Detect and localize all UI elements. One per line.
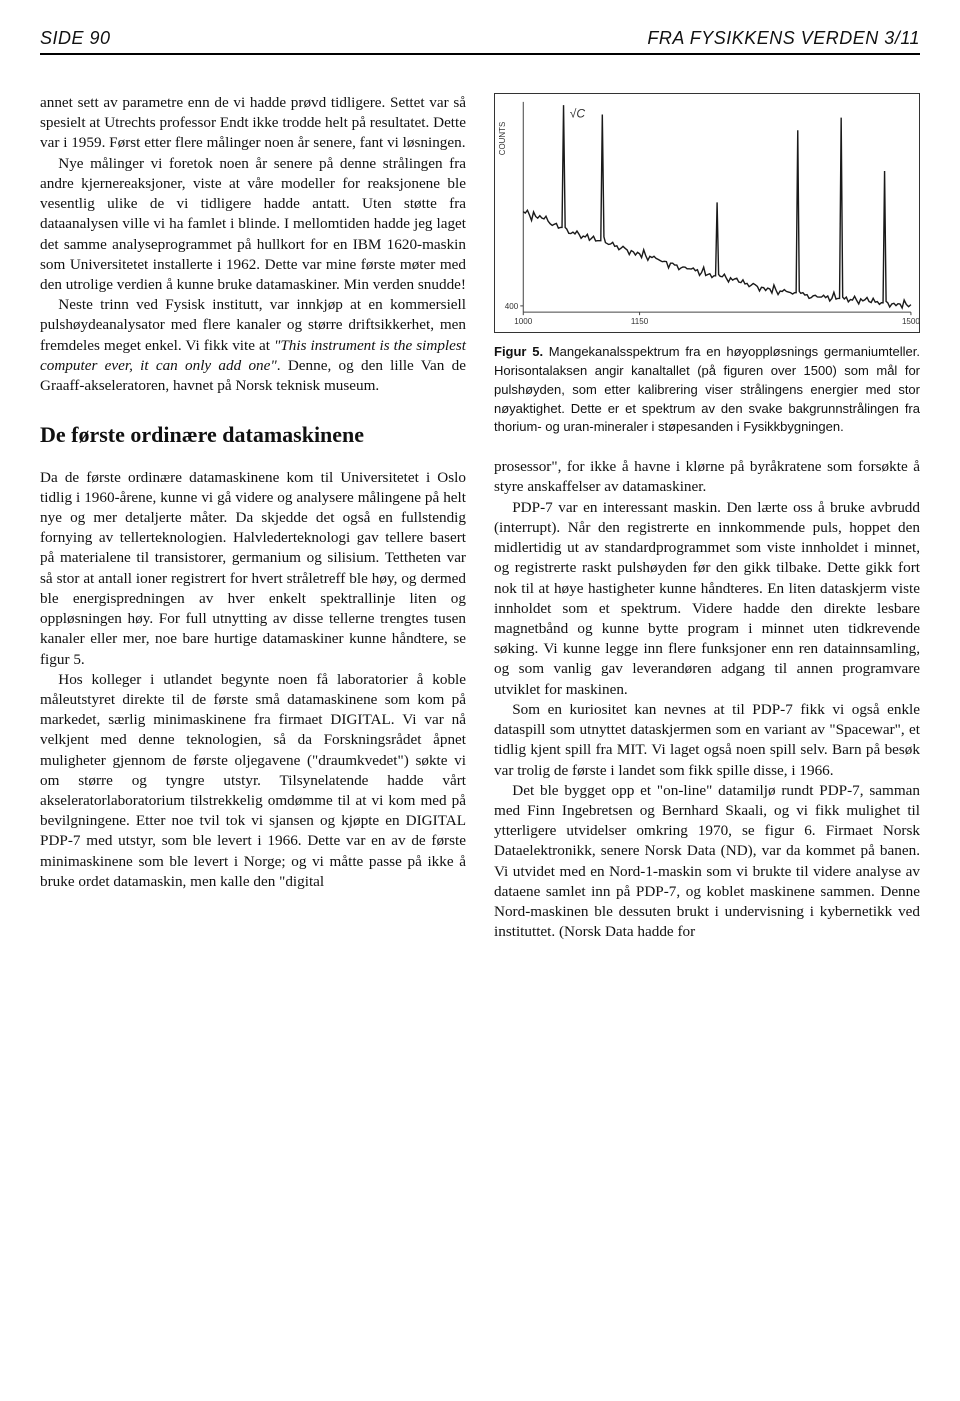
left-column: annet sett av parametre enn de vi hadde … — [40, 93, 466, 942]
section-heading: De første ordinære datamaskinene — [40, 420, 466, 449]
figure-5: COUNTS 400 1000 1150 1500 √C Figur 5. Mangeka… — [494, 93, 920, 437]
para-1: annet sett av parametre enn de vi hadde … — [40, 93, 466, 154]
para-2: Nye målinger vi foretok noen år senere p… — [40, 154, 466, 296]
figure-5-caption: Figur 5. Mangekanalsspektrum fra en høyo… — [494, 343, 920, 437]
spectrum-chart: COUNTS 400 1000 1150 1500 √C — [494, 93, 920, 333]
right-column: COUNTS 400 1000 1150 1500 √C Figur 5. Mangeka… — [494, 93, 920, 942]
svg-text:√C: √C — [570, 107, 586, 121]
para-r3: Som en kuriositet kan nevnes at til PDP-… — [494, 700, 920, 781]
figure-5-caption-text: Mangekanalsspektrum fra en høyoppløsning… — [494, 344, 920, 434]
header-page-num: SIDE 90 — [40, 28, 111, 49]
para-4: Da de første ordinære datamaskinene kom … — [40, 468, 466, 670]
header-journal: FRA FYSIKKENS VERDEN 3/11 — [647, 28, 920, 49]
para-r2: PDP-7 var en interessant maskin. Den lær… — [494, 498, 920, 700]
para-r1: prosessor", for ikke å havne i klørne på… — [494, 457, 920, 497]
svg-text:1500: 1500 — [902, 317, 919, 326]
para-5: Hos kolleger i utlandet begynte noen få … — [40, 670, 466, 892]
svg-text:COUNTS: COUNTS — [498, 122, 507, 155]
para-3: Neste trinn ved Fysisk institutt, var in… — [40, 295, 466, 396]
page-header: SIDE 90 FRA FYSIKKENS VERDEN 3/11 — [40, 28, 920, 55]
spectrum-svg: COUNTS 400 1000 1150 1500 √C — [495, 94, 919, 332]
figure-5-caption-label: Figur 5. — [494, 344, 543, 359]
svg-text:1000: 1000 — [514, 317, 533, 326]
svg-text:400: 400 — [505, 302, 519, 311]
para-r4: Det ble bygget opp et "on-line" datamilj… — [494, 781, 920, 943]
svg-text:1150: 1150 — [631, 317, 649, 326]
two-column-layout: annet sett av parametre enn de vi hadde … — [40, 93, 920, 942]
